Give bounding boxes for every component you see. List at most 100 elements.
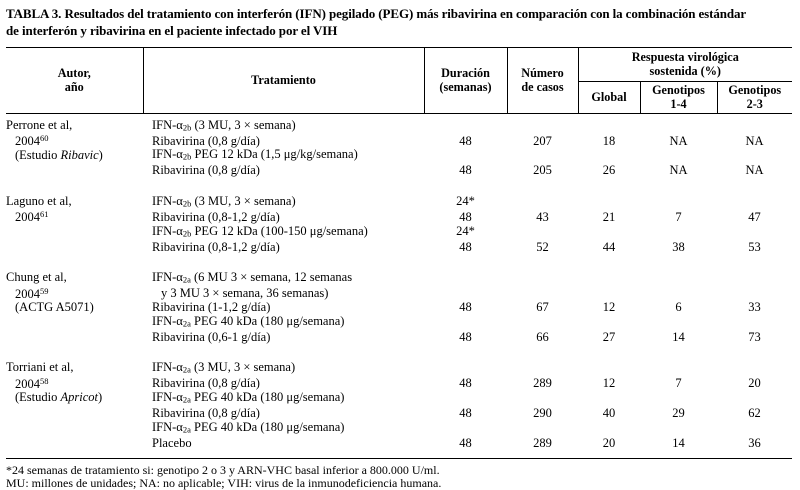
cases-cell [507,195,578,211]
svr-genotypes-2-3-cell: 33 [748,299,761,314]
footnote-asterisk: *24 semanas de tratamiento si: genotipo … [6,462,440,477]
cases-cell [507,391,578,407]
svr-genotypes-2-3-cell: 53 [748,239,761,254]
svr-genotypes-2-3-cell: 47 [748,209,761,224]
author-line: Laguno et al, [6,193,72,208]
table-row: IFN-α2a PEG 40 kDa (180 μg/semana) [6,389,792,407]
duration-cell [424,119,507,135]
author-cell: Chung et al, 200459 (ACTG A5071) [6,270,143,344]
svr-genotypes-2-3-cell [717,315,792,331]
svr-global-cell: 18 [602,133,616,148]
author-line: 200459 [15,285,49,301]
svr-global-cell: 12 [602,376,616,391]
duration-cell [424,271,507,287]
svr-global-cell [578,287,640,301]
svr-genotypes-2-3-cell [717,271,792,287]
svr-global-cell: 21 [602,209,616,224]
svr-genotypes-2-3-cell: 73 [748,329,761,344]
svr-genotypes-1-4-cell: 14 [672,435,685,450]
duration-cell: 24* [456,193,475,208]
svr-genotypes-1-4-cell [640,287,717,301]
table-row: Ribavirina (0,8 g/día) 48 289 12 7 20 [6,377,792,391]
genotypes-2-3-col-header: Genotipos 2-3 [717,81,793,114]
svr-genotypes-2-3-cell: NA [745,163,764,178]
svr-genotypes-1-4-cell [640,271,717,287]
cases-cell [507,361,578,377]
svr-genotypes-2-3-cell [717,421,792,437]
table-caption: TABLA 3. Resultados del tratamiento con … [6,6,793,39]
duration-cell: 48 [459,133,472,148]
treatment-cell: Ribavirina (0,8-1,2 g/día) [152,209,280,224]
duration-cell: 48 [459,376,472,391]
svr-group-header: Respuesta virológica sostenida (%) [578,47,793,82]
spacer-row [6,178,792,195]
cases-cell [507,287,578,301]
table-row: Ribavirina (0,8-1,2 g/día) 48 43 21 7 47 [6,209,792,225]
table-row: Ribavirina (0,6-1 g/día) 48 66 27 14 73 [6,329,792,345]
svr-genotypes-1-4-cell [640,361,717,377]
svr-global-cell [578,148,640,164]
caption-line-1: TABLA 3. Resultados del tratamiento con … [6,6,747,21]
author-line: Chung et al, [6,270,67,285]
svr-genotypes-2-3-cell: 62 [748,406,761,420]
svr-global-cell [578,391,640,407]
author-line: (Estudio Apricot) [15,390,103,405]
cases-cell: 289 [533,435,552,450]
svr-genotypes-1-4-cell: 7 [675,376,682,391]
treatment-cell: IFN-α2b PEG 12 kDa (1,5 μg/kg/semana) [152,147,358,162]
treatment-cell: Ribavirina (0,6-1 g/día) [152,329,271,344]
svr-global-cell: 44 [602,239,616,254]
treatment-cell: Ribavirina (0,8 g/día) [152,376,260,391]
treatment-cell: Ribavirina (0,8 g/día) [152,133,260,148]
table-row: Ribavirina (0,8 g/día) 48 207 18 NA NA [6,133,792,149]
duration-cell [424,148,507,164]
table-row: Ribavirina (0,8 g/día) 48 205 26 NA NA [6,163,792,178]
cases-cell: 289 [533,376,552,391]
cases-cell [507,148,578,164]
treatment-cell: IFN-α2a PEG 40 kDa (180 μg/semana) [152,313,345,329]
global-col-header: Global [578,81,641,114]
author-line: 200458 [15,375,49,391]
author-col-header: Autor, año [6,47,144,114]
spacer-row [6,450,792,458]
cases-cell [507,315,578,331]
treatment-cell: Ribavirina (1-1,2 g/día) [152,299,271,314]
svr-global-cell: 26 [602,163,616,178]
svr-global-cell: 27 [602,329,616,344]
svr-genotypes-1-4-cell [640,391,717,407]
results-table: Autor, año Tratamiento Duración (semanas… [6,47,793,459]
cases-cell: 66 [536,329,549,344]
author-cell: Perrone et al, 200460 (Estudio Ribavic) [6,117,143,178]
treatment-cell: y 3 MU 3 × semana, 36 semanas) [161,286,329,301]
duration-cell [424,315,507,331]
duration-cell: 48 [459,299,472,314]
svr-genotypes-1-4-cell [640,195,717,211]
author-line: (Estudio Ribavic) [15,147,103,162]
table-row: Ribavirina (0,8-1,2 g/día) 48 52 44 38 53 [6,239,792,255]
table-row: IFN-α2a PEG 40 kDa (180 μg/semana) [6,420,792,437]
svr-genotypes-1-4-cell: 14 [672,329,685,344]
author-line: (ACTG A5071) [15,300,94,315]
caption-line-2: de interferón y ribavirina en el pacient… [6,22,338,38]
footnote-abbreviations: MU: millones de unidades; NA: no aplicab… [6,475,442,490]
duration-cell [424,287,507,301]
svr-global-cell [578,195,640,211]
treatment-cell: IFN-α2a PEG 40 kDa (180 μg/semana) [152,389,345,405]
svr-global-cell: 40 [602,406,616,420]
cases-cell: 207 [533,133,552,148]
duration-cell: 48 [459,239,472,254]
svr-genotypes-2-3-cell [717,119,792,135]
author-line: 200461 [15,209,49,225]
author-line: Perrone et al, [6,117,73,132]
duration-cell [424,361,507,377]
table-row: Chung et al, 200459 (ACTG A5071) IFN-α2a (6… [6,270,792,314]
svr-genotypes-2-3-cell: 36 [748,435,761,450]
duration-cell [424,391,507,407]
duration-col-header: Duración (semanas) [424,47,508,114]
table-row: y 3 MU 3 × semana, 36 semanas) [6,287,792,301]
svr-genotypes-2-3-cell [717,148,792,164]
svr-genotypes-2-3-cell: NA [745,133,764,148]
svr-genotypes-1-4-cell: 7 [675,209,682,224]
svr-genotypes-1-4-cell [640,148,717,164]
